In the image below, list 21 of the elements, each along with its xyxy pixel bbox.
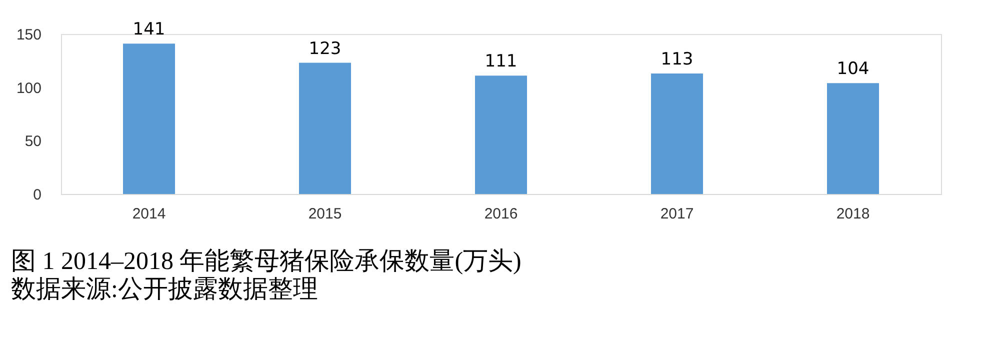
bar [651, 73, 703, 194]
bar [123, 44, 175, 194]
data-label: 113 [660, 49, 694, 70]
data-label: 141 [132, 20, 166, 40]
data-label: 111 [484, 52, 518, 72]
y-tick-label: 100 [16, 80, 42, 97]
bar [827, 83, 879, 194]
y-tick-label: 0 [33, 186, 42, 204]
text: 图 1 2014–2018 年能繁母猪保险承保数量(万头) [10, 248, 522, 275]
data-label: 123 [308, 38, 342, 59]
x-tick-label: 2015 [308, 206, 342, 222]
x-tick-label: 2014 [132, 206, 166, 222]
x-tick-label: 2018 [836, 206, 870, 222]
source-note: 数据来源:公开披露数据整理 [10, 276, 318, 303]
y-tick-label: 50 [24, 133, 42, 150]
bar [299, 62, 351, 194]
data-label: 104 [836, 59, 870, 80]
x-tick-label: 2016 [484, 206, 518, 222]
bar [475, 76, 527, 194]
y-tick-label: 150 [16, 26, 42, 44]
x-tick-label: 2017 [660, 206, 694, 222]
